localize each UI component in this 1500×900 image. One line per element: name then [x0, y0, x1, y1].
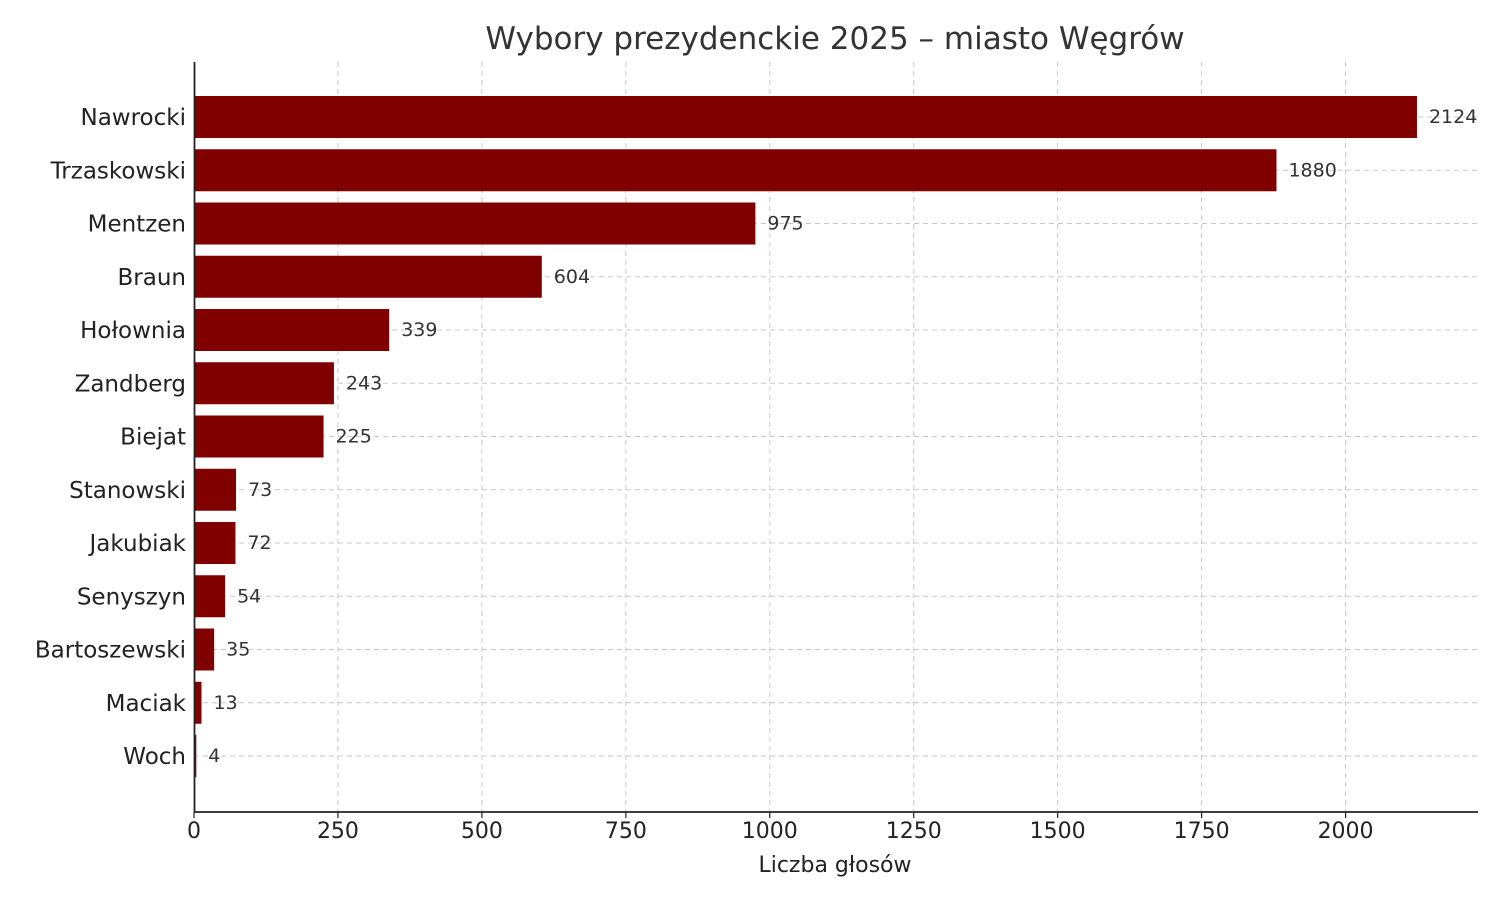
x-tick-label: 0 [187, 819, 201, 844]
bar-jakubiak [194, 522, 236, 564]
x-tick-label: 2000 [1318, 819, 1374, 844]
x-tick-label: 1500 [1030, 819, 1086, 844]
value-label: 339 [401, 319, 437, 341]
value-label: 4 [208, 745, 220, 767]
x-tick-label: 1750 [1174, 819, 1230, 844]
bar-trzaskowski [194, 149, 1277, 192]
value-label: 2124 [1429, 106, 1477, 128]
chart-title: Wybory prezydenckie 2025 – miasto Węgrów [485, 21, 1184, 57]
y-tick-label: Zandberg [75, 371, 186, 397]
y-tick-label: Hołownia [80, 318, 186, 344]
y-tick-label: Biejat [120, 425, 186, 451]
x-tick-label: 1250 [886, 819, 942, 844]
y-tick-label: Maciak [106, 691, 187, 717]
bar-hołownia [194, 309, 390, 351]
bar-senyszyn [194, 575, 226, 618]
value-label: 35 [226, 639, 250, 661]
x-tick-label: 250 [317, 819, 359, 844]
bar-nawrocki [194, 96, 1417, 138]
value-label: 225 [336, 426, 372, 448]
value-label: 604 [554, 266, 590, 288]
bar-mentzen [194, 202, 756, 245]
y-tick-label: Braun [118, 265, 186, 291]
x-axis-ticks: 0 250 500 750 1000 1250 1500 1750 2000 [187, 812, 1374, 844]
x-tick-label: 500 [461, 819, 503, 844]
y-tick-label: Nawrocki [81, 105, 187, 131]
bar-zandberg [194, 362, 334, 405]
bar-maciak [194, 681, 202, 724]
value-labels: 2124 1880 975 604 339 243 225 73 72 54 35 13 4 [208, 106, 1477, 767]
value-label: 975 [767, 213, 803, 235]
x-axis-label: Liczba głosów [758, 853, 911, 878]
bar-braun [194, 255, 542, 298]
y-axis-labels: Nawrocki Trzaskowski Mentzen Braun Hołownia Z… [35, 105, 187, 770]
bar-biejat [194, 415, 324, 458]
x-tick-label: 1000 [742, 819, 798, 844]
x-tick-label: 750 [605, 819, 647, 844]
bar-bartoszewski [194, 628, 215, 671]
bars [194, 96, 1417, 777]
value-label: 243 [346, 372, 382, 394]
value-label: 73 [248, 479, 272, 501]
value-label: 1880 [1288, 159, 1336, 181]
y-tick-label: Jakubiak [88, 531, 187, 557]
y-tick-label: Woch [123, 744, 186, 770]
y-tick-label: Mentzen [88, 212, 186, 238]
value-label: 72 [247, 532, 271, 554]
y-tick-label: Stanowski [69, 478, 186, 504]
y-tick-label: Trzaskowski [50, 158, 186, 184]
y-tick-label: Bartoszewski [35, 638, 186, 664]
value-label: 54 [237, 585, 261, 607]
bar-stanowski [194, 468, 237, 511]
y-tick-label: Senyszyn [77, 584, 186, 610]
value-label: 13 [213, 692, 237, 714]
